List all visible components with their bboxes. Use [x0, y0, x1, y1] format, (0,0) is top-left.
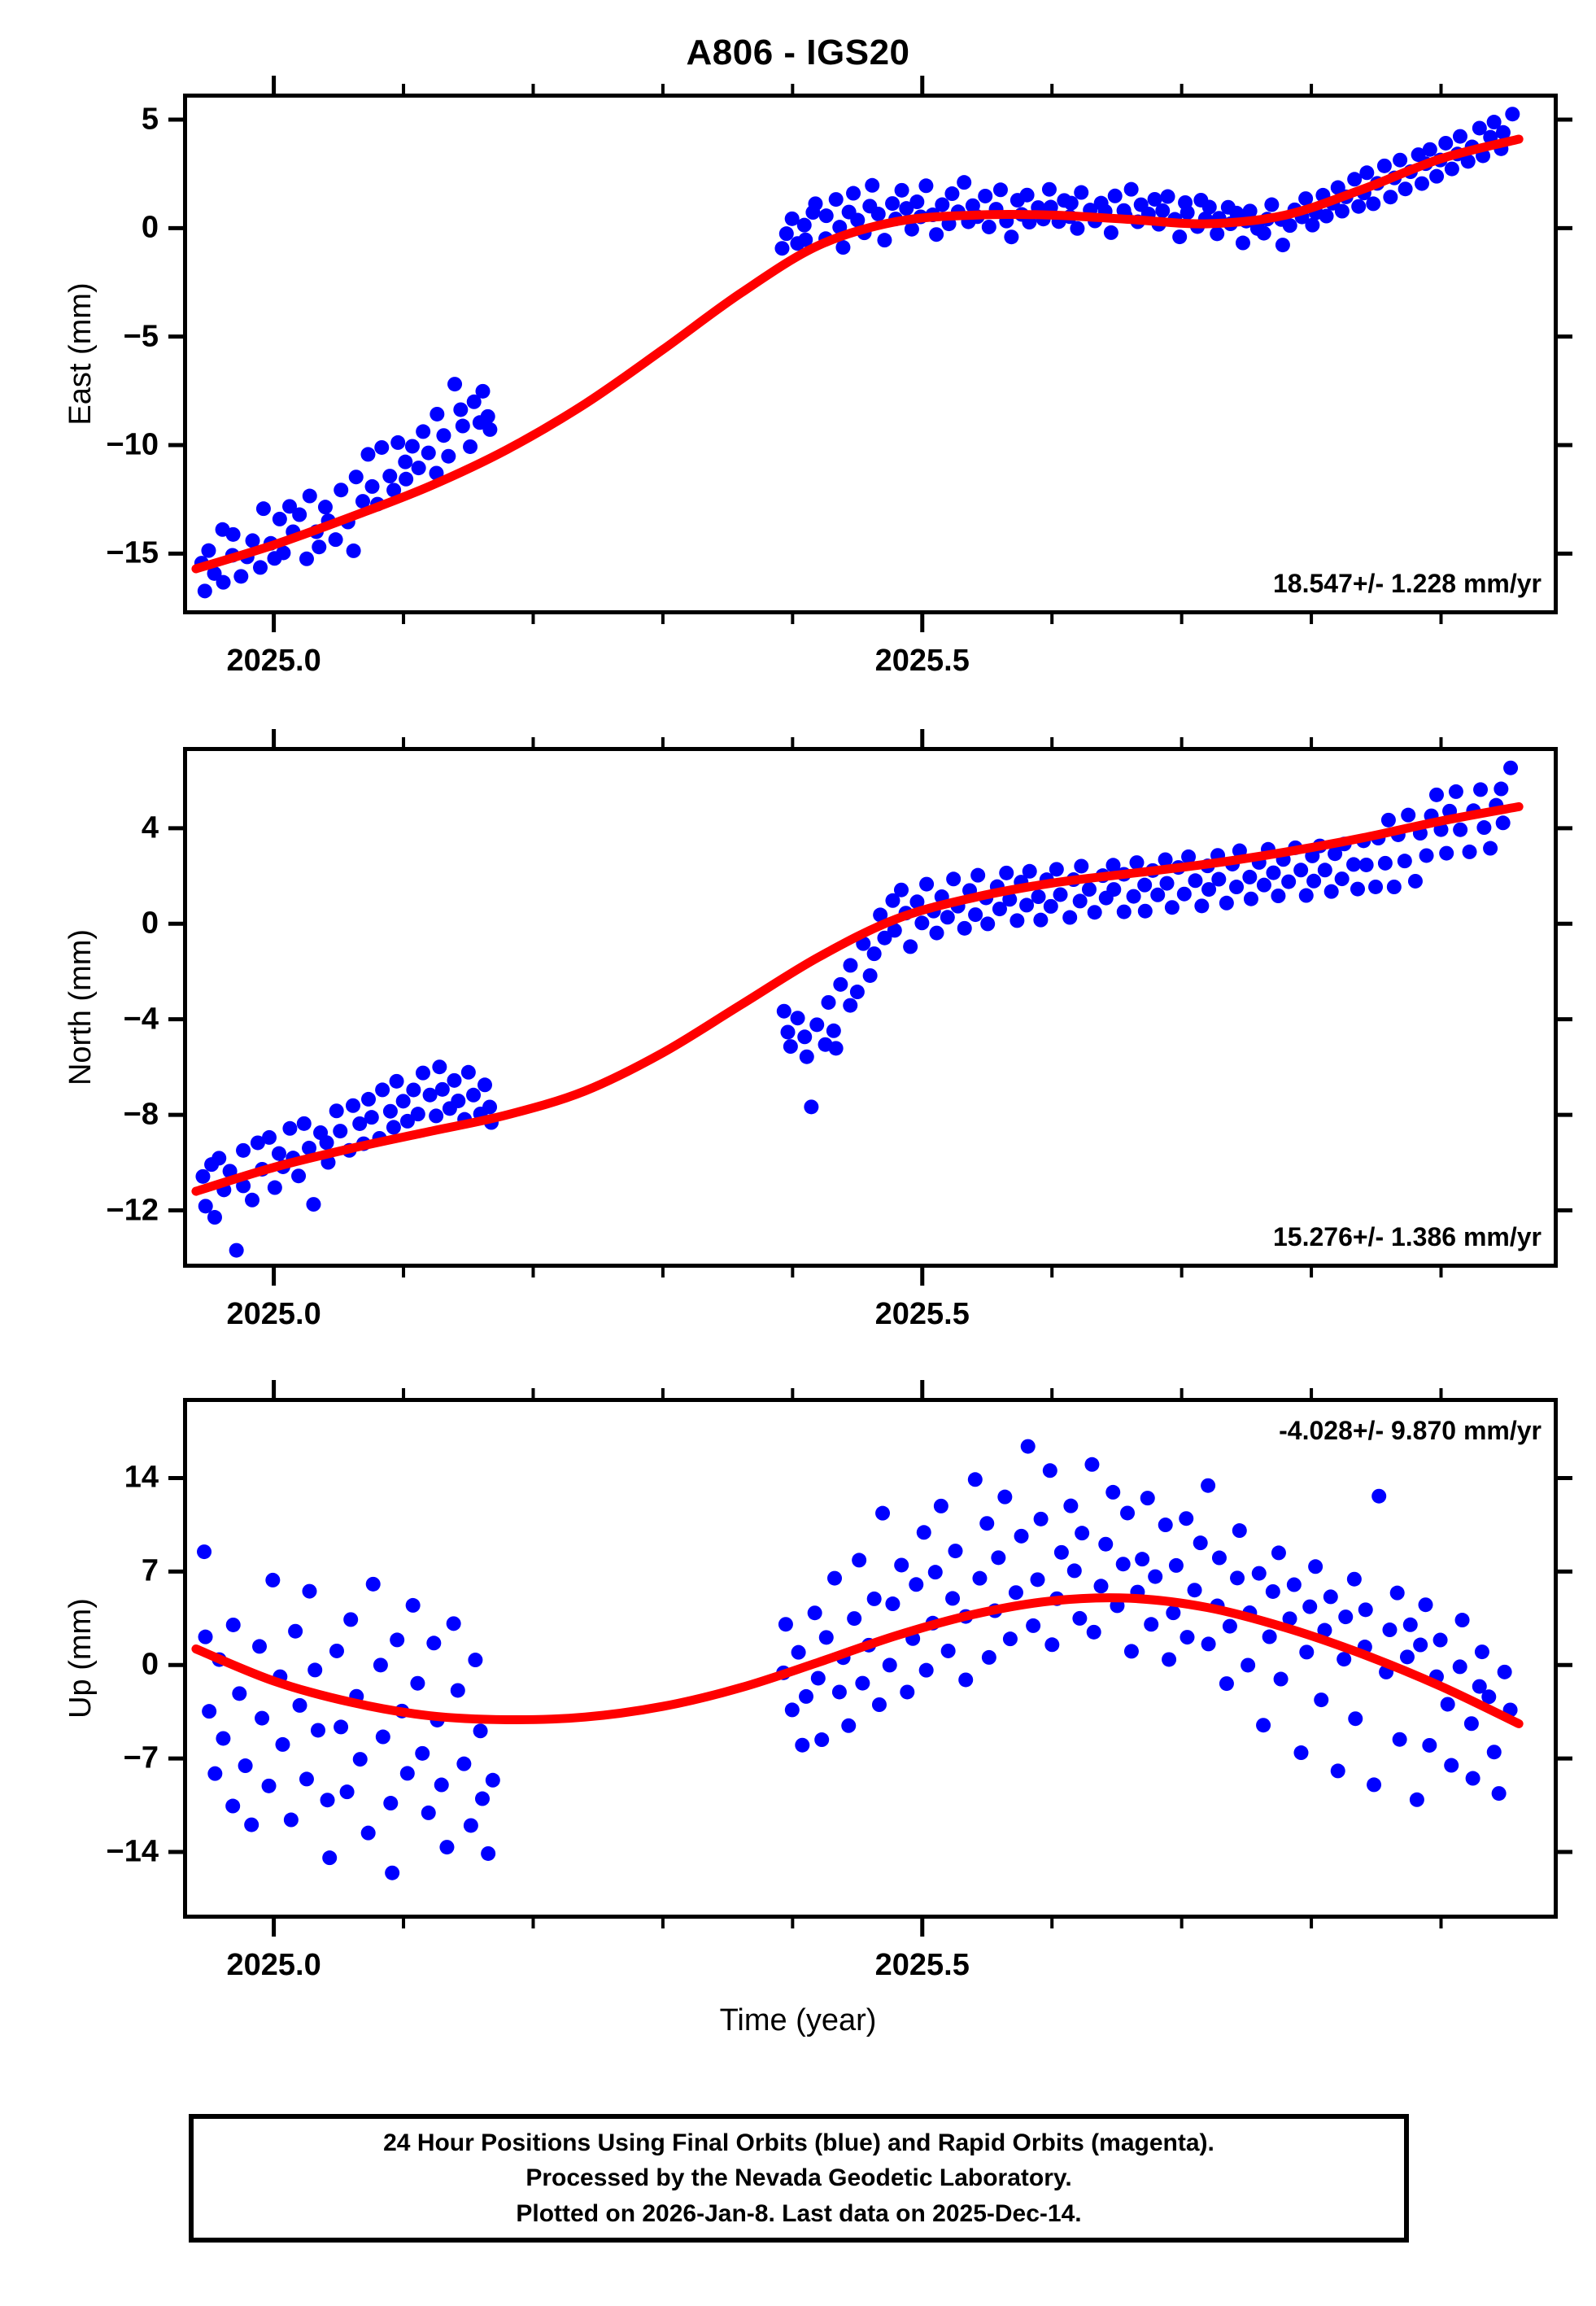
y-tick-label-east: −5 — [123, 319, 159, 354]
y-axis-title-up: Up (mm) — [63, 1598, 98, 1719]
x-tick-label-north: 2025.5 — [874, 1297, 970, 1331]
rate-annotation-north: 15.276+/- 1.386 mm/yr — [1272, 1222, 1541, 1251]
y-tick-label-up: 14 — [124, 1460, 159, 1495]
y-axis-title-east: East (mm) — [63, 282, 98, 426]
y-tick-label-north: 4 — [141, 810, 159, 845]
y-tick-label-up: −7 — [123, 1740, 159, 1775]
y-tick-label-up: −14 — [106, 1834, 159, 1869]
x-tick-label-up: 2025.0 — [226, 1948, 321, 1982]
caption-box: 24 Hour Positions Using Final Orbits (bl… — [189, 2114, 1409, 2243]
y-tick-label-up: 0 — [141, 1647, 159, 1682]
plot-frame-east — [183, 94, 1558, 614]
plot-frame-north — [183, 747, 1558, 1268]
y-tick-label-east: −15 — [106, 535, 159, 570]
caption-line-1: 24 Hour Positions Using Final Orbits (bl… — [383, 2129, 1214, 2156]
x-axis-title: Time (year) — [719, 2003, 877, 2037]
rate-annotation-east: 18.547+/- 1.228 mm/yr — [1272, 569, 1541, 598]
y-tick-label-north: −4 — [123, 1002, 159, 1037]
rate-annotation-up: -4.028+/- 9.870 mm/yr — [1279, 1416, 1541, 1445]
caption-line-2: Processed by the Nevada Geodetic Laborat… — [525, 2164, 1072, 2192]
plot-frame-up — [183, 1398, 1558, 1919]
y-tick-label-north: −12 — [106, 1193, 159, 1228]
y-tick-label-up: 7 — [141, 1553, 159, 1588]
y-axis-title-north: North (mm) — [63, 928, 98, 1086]
x-tick-label-east: 2025.5 — [874, 644, 970, 678]
y-tick-label-north: 0 — [141, 906, 159, 941]
y-tick-label-east: 0 — [141, 210, 159, 245]
x-tick-label-up: 2025.5 — [874, 1948, 970, 1982]
caption-line-3: Plotted on 2026-Jan-8. Last data on 2025… — [516, 2199, 1082, 2227]
page-title: A806 - IGS20 — [686, 33, 910, 72]
y-tick-label-north: −8 — [123, 1097, 159, 1132]
y-tick-label-east: −10 — [106, 427, 159, 462]
x-tick-label-east: 2025.0 — [226, 644, 321, 678]
x-tick-label-north: 2025.0 — [226, 1297, 321, 1331]
y-tick-label-east: 5 — [141, 102, 159, 137]
